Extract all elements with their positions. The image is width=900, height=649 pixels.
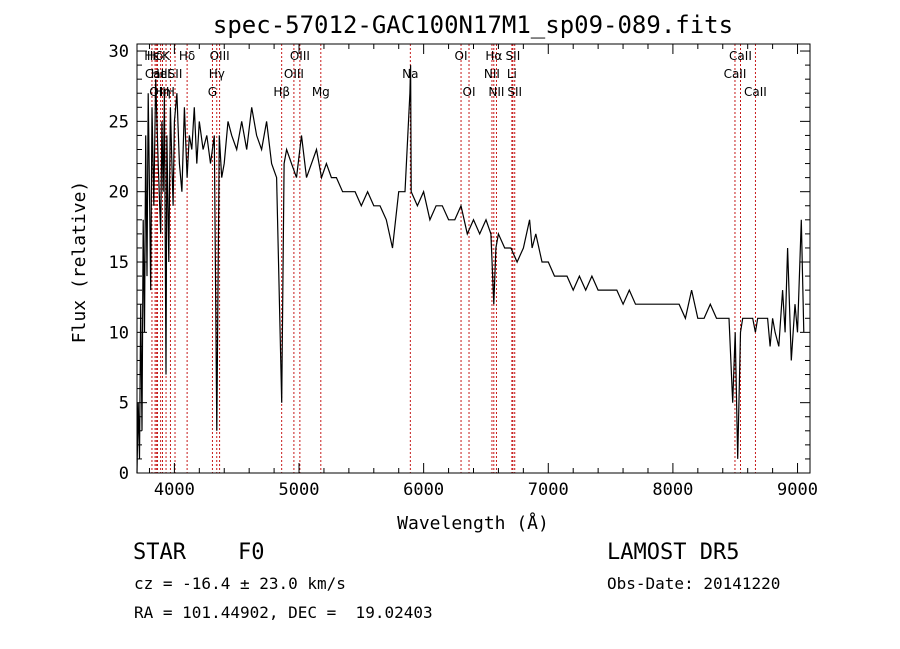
line-label-8: SII [168,67,183,81]
line-label-1: CaII [145,67,168,81]
x-tick-label-8000: 8000 [652,480,693,500]
x-tick-label-9000: 9000 [777,480,818,500]
cz-readout: cz = -16.4 ± 23.0 km/s [134,574,346,593]
survey-label: LAMOST DR5 [607,540,740,565]
line-label-7: H [166,85,175,99]
x-tick-label-5000: 5000 [279,480,320,500]
line-label-6: Hη [154,85,171,99]
line-label-4: K [162,49,171,63]
y-tick-label-20: 20 [109,183,129,203]
y-axis-ticks: 0 5 10 15 20 25 30 [109,42,810,484]
x-tick-label-7000: 7000 [528,480,569,500]
line-label-2: OII [149,85,166,99]
class-label: STAR [133,540,186,565]
y-axis-label: Flux (relative) [69,181,90,344]
y-tick-label-0: 0 [119,464,129,484]
line-label-27: CaII [724,67,747,81]
line-label-28: CaII [744,85,767,99]
line-label-21: NII [484,67,500,81]
line-label-13: OIII [290,49,310,63]
line-label-24: Li [507,67,517,81]
y-tick-label-10: 10 [109,323,129,343]
line-label-25: SII [507,85,522,99]
line-label-26: CaII [729,49,752,63]
line-label-23: SII [506,49,521,63]
line-label-14: OIII [284,67,304,81]
plot-frame [136,43,811,474]
line-label-19: OI [463,85,476,99]
y-tick-label-25: 25 [109,112,129,132]
line-label-0: Hε [144,49,160,63]
line-label-5: HeI [151,67,171,81]
line-label-16: Mg [312,85,330,99]
x-axis-label: Wavelength (Å) [397,512,549,534]
line-label-18: OI [455,49,468,63]
coordinates-readout: RA = 101.44902, DEC = 19.02403 [134,603,433,622]
subclass-label: F0 [238,540,265,565]
x-tick-label-4000: 4000 [154,480,195,500]
y-tick-label-5: 5 [119,394,129,414]
line-label-22: NII [488,85,504,99]
spectrum-line [136,65,805,474]
line-label-3: Hδ [147,49,163,63]
line-label-12: G [208,85,217,99]
line-label-9: Hδ [179,49,195,63]
y-tick-label-30: 30 [109,42,129,62]
line-label-11: Hγ [209,67,225,81]
chart-title: spec-57012-GAC100N17M1_sp09-089.fits [213,11,733,39]
line-label-15: Hβ [273,85,290,99]
obs-date: Obs-Date: 20141220 [607,574,781,593]
x-axis-ticks: 4000 5000 6000 7000 8000 9000 [148,44,818,500]
y-tick-label-15: 15 [109,253,129,273]
x-tick-label-6000: 6000 [403,480,444,500]
line-label-10: OIII [210,49,230,63]
emission-absorption-lines [151,44,756,473]
line-label-20: Hα [485,49,502,63]
